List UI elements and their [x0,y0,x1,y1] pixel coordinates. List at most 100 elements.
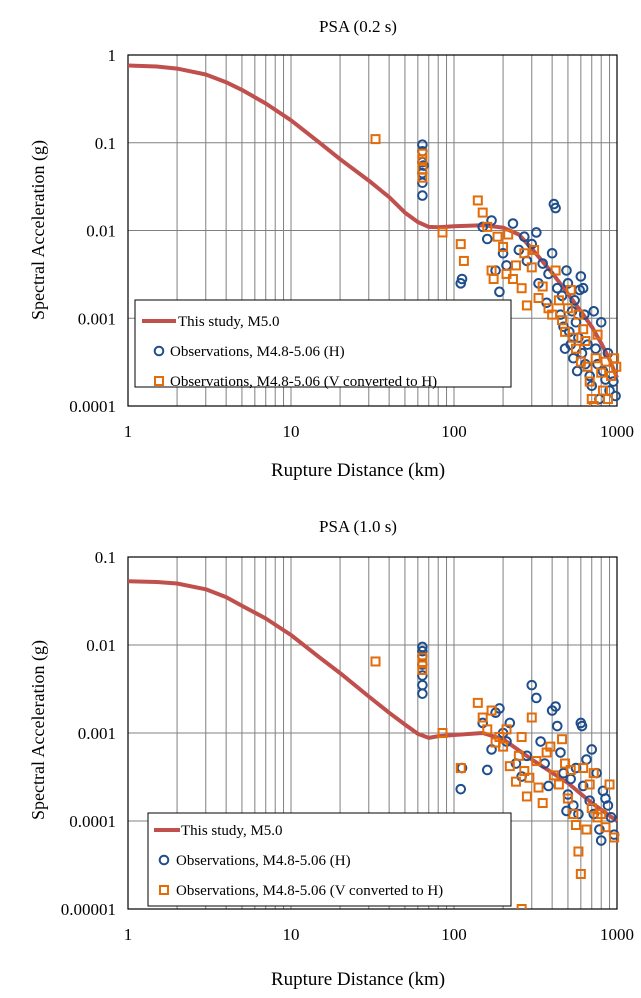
obs-h-point [578,309,590,320]
obs-v-point [584,779,595,790]
obs-v-point [494,732,505,743]
plot-frame [127,54,618,407]
x-tick-label: 1000 [600,925,634,944]
obs-h-point [586,744,598,755]
obs-h-point [605,812,617,823]
obs-v-point [609,832,620,843]
chart-title: PSA (0.2 s) [319,17,397,36]
legend-box [134,299,512,388]
obs-v-point [573,846,584,857]
x-axis-label: Rupture Distance (km) [271,969,445,990]
x-tick-label: 10 [283,422,300,441]
obs-h-point [417,670,428,681]
y-axis-label: Spectral Acceleration (g) [28,140,49,320]
chart-psa-1-0s: PSA (1.0 s) Rupture Distance (km) Spectr… [28,517,634,990]
obs-v-point [581,824,592,835]
obs-v-point [562,793,573,804]
obs-v-point [370,656,381,667]
obs-h-point [558,321,569,333]
obs-v-point [370,134,381,145]
y-tick-label: 1 [108,46,117,65]
obs-v-point [553,295,564,306]
obs-v-point [510,260,521,271]
x-axis-label: Rupture Distance (km) [271,460,445,481]
obs-v-point [592,329,603,340]
obs-h-point [573,808,584,820]
obs-v-point [501,268,512,279]
obs-v-point [537,798,548,809]
y-gridlines [128,142,617,319]
obs-v-point [486,705,497,716]
obs-v-point [568,332,579,343]
obs-v-point [477,712,488,723]
obs-v-point [501,724,512,735]
obs-v-point [498,741,509,752]
obs-v-point [516,904,527,909]
obs-h-point [417,688,428,699]
y-axis-label: Spectral Acceleration (g) [28,640,49,820]
obs-v-point [570,343,581,354]
obs-v-point [472,195,483,206]
obs-v-point [568,809,579,820]
y-tick-label: 0.00001 [61,900,116,919]
obs-v-point [477,207,488,218]
obs-h-point [507,218,519,229]
obs-h-point [455,783,467,795]
obs-v-point [562,303,573,314]
obs-v-point [586,803,597,814]
obs-v-point [596,367,607,378]
obs-h-point [417,679,428,691]
obs-v-point [472,697,483,708]
plot-frame [127,556,618,910]
y-tick-label: 0.1 [95,134,116,153]
legend-square-swatch [159,885,169,895]
obs-h-point [550,701,561,712]
obs-v-point [602,394,613,405]
obs-v-point [533,293,544,304]
obs-v-point [604,779,615,790]
obs-v-point [600,822,611,833]
obs-h-point [497,247,509,259]
obs-h-point [537,258,548,269]
obs-h-point [570,762,582,774]
obs-v-point [417,652,428,663]
obs-v-point [524,772,535,783]
obs-h-point [602,800,614,811]
x-tick-label: 100 [441,925,467,944]
obs-v-point [557,315,568,326]
obs-v-point [557,734,568,745]
obs-v-point [455,239,466,250]
obs-v-point [516,283,527,294]
obs-h-point [595,316,607,328]
obs-h-point [531,692,542,704]
obs-v-point [482,221,493,232]
model-line [127,63,619,379]
obs-v-point [578,324,589,335]
obs-v-point [588,768,599,779]
obs-h-point [608,376,619,387]
obs-h-point [519,231,530,242]
obs-h-point [555,747,566,758]
obs-h-point [550,202,561,214]
obs-h-point [561,265,572,276]
x-tick-label: 1 [124,422,133,441]
obs-v-point [590,353,601,364]
obs-v-point [584,376,595,387]
obs-h-point [569,295,580,306]
obs-h-point [562,278,574,289]
legend: This study, M5.0 Observations, M4.8-5.06… [147,812,512,907]
obs-v-point [458,255,469,266]
obs-v-point [582,361,593,372]
legend-label-model: This study, M5.0 [181,823,283,839]
obs-v-point [519,248,530,259]
model-line [127,579,619,823]
obs-h-point [543,780,554,792]
obs-h-point [546,247,558,259]
obs-v-point [547,309,558,320]
obs-v-point [560,758,571,769]
obs-v-point [531,756,542,767]
obs-v-point [548,770,559,781]
data-series [127,63,622,406]
obs-h-point [417,190,428,201]
